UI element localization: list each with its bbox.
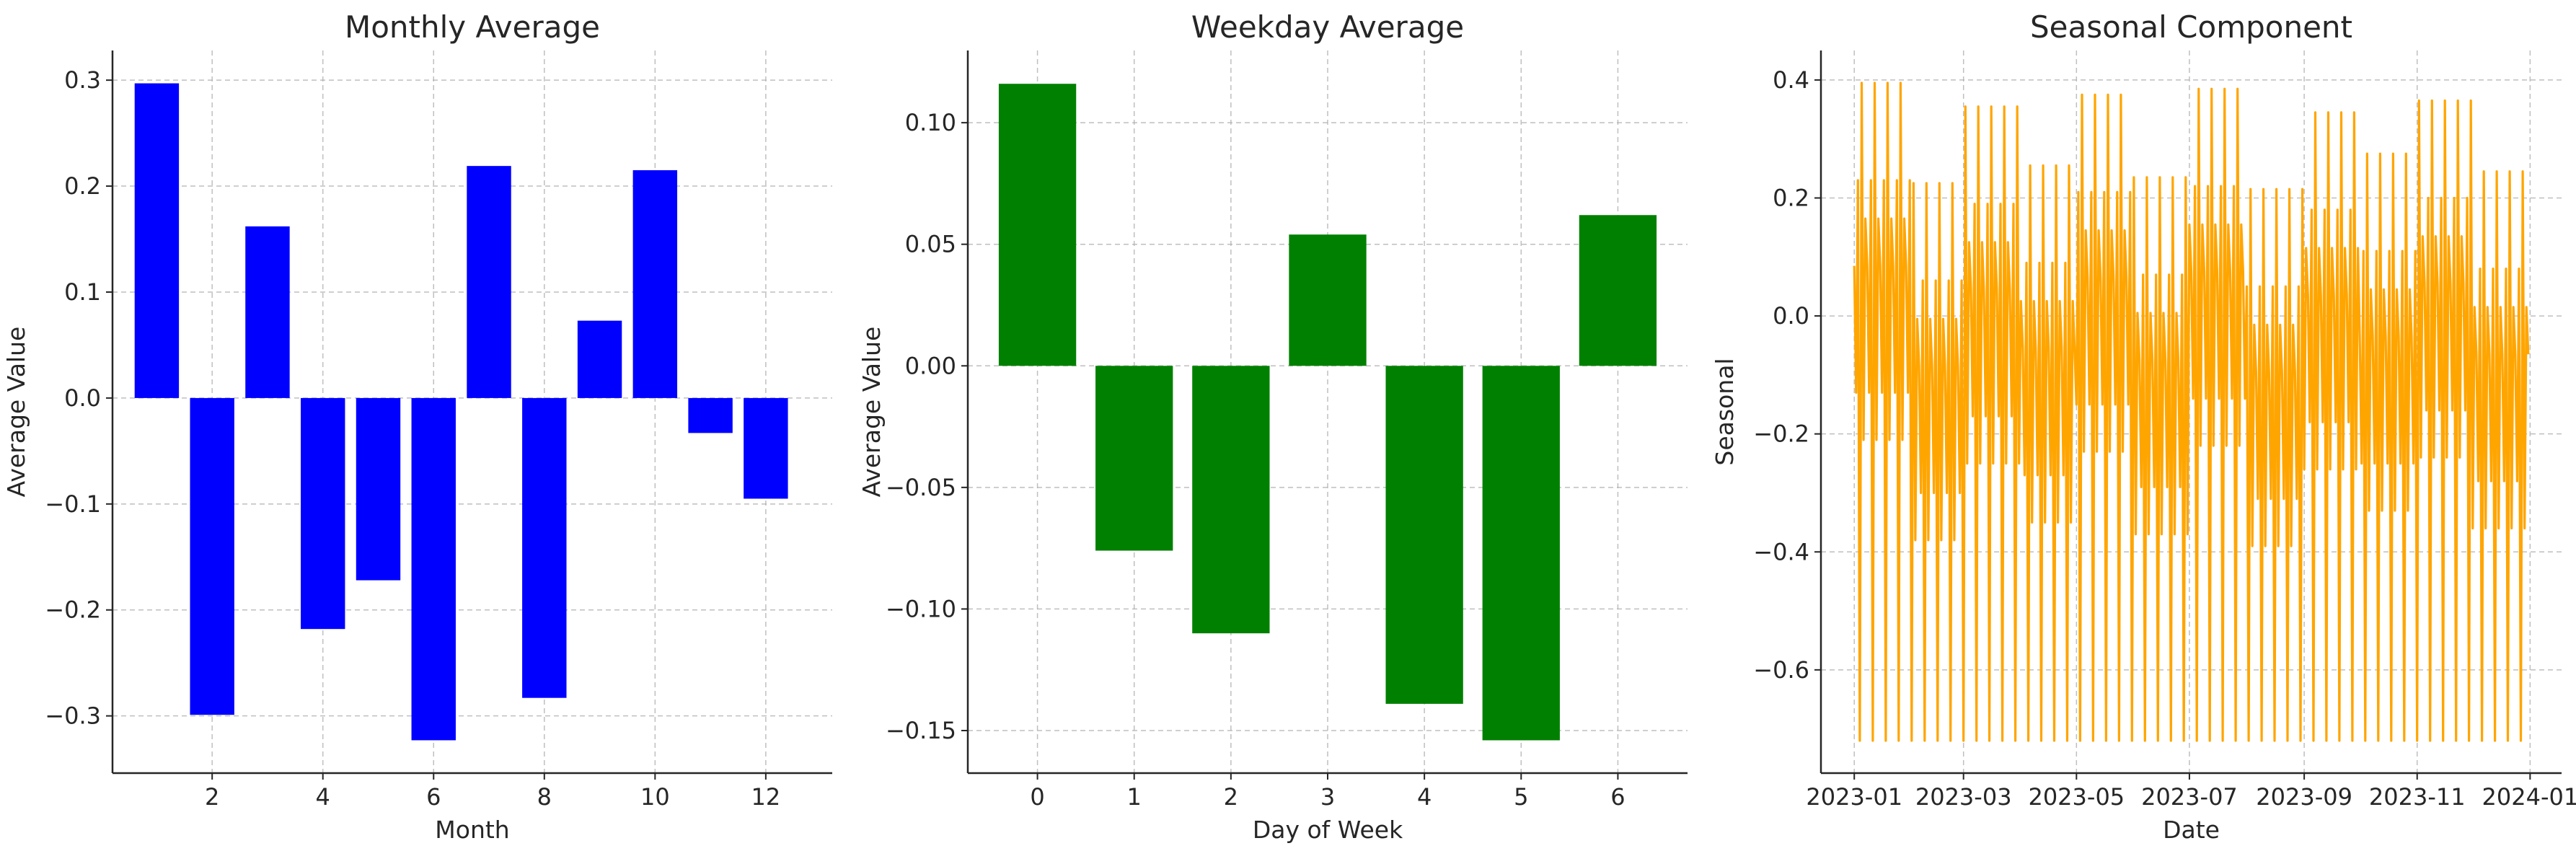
x-tick-label: 4 xyxy=(1417,783,1432,811)
x-tick-label: 3 xyxy=(1320,783,1335,811)
y-tick-label: −0.3 xyxy=(45,702,101,730)
y-tick-label: 0.10 xyxy=(905,109,956,136)
x-tick-label: 2 xyxy=(205,783,219,811)
x-tick-label: 2023-05 xyxy=(2028,783,2125,811)
bar xyxy=(522,397,567,698)
y-axis-label: Average Value xyxy=(2,327,30,498)
bar xyxy=(577,320,622,398)
x-tick-label: 2 xyxy=(1224,783,1238,811)
x-tick-label: 2023-01 xyxy=(1806,783,1902,811)
bar xyxy=(1095,366,1173,551)
weekday-average-panel: 0.10 0.05 0.00 −0.05 −0.10 −0.15 0 1 2 3 4 5 6 Weekda… xyxy=(857,9,1688,844)
bar xyxy=(245,226,290,398)
x-axis-label: Date xyxy=(2163,816,2220,844)
x-axis-label: Day of Week xyxy=(1253,816,1403,844)
y-tick-label: 0.1 xyxy=(64,278,101,306)
x-tick-label: 10 xyxy=(640,783,670,811)
x-axis-label: Month xyxy=(435,816,509,844)
x-tick-label: 6 xyxy=(426,783,441,811)
bar xyxy=(998,84,1077,366)
bar xyxy=(744,397,788,499)
y-tick-label: −0.1 xyxy=(45,490,101,518)
x-tick-label: 6 xyxy=(1610,783,1625,811)
x-tick-label: 8 xyxy=(537,783,552,811)
bar xyxy=(356,397,401,581)
y-tick-label: −0.15 xyxy=(886,717,956,744)
y-tick-label: −0.05 xyxy=(886,474,956,501)
y-tick-label: −0.6 xyxy=(1753,656,1809,684)
bar xyxy=(1289,234,1367,366)
y-tick-label: 0.00 xyxy=(905,352,956,379)
bar xyxy=(411,397,456,741)
chart-title: Weekday Average xyxy=(1191,9,1464,45)
y-tick-label: −0.2 xyxy=(45,596,101,624)
y-tick-label: 0.05 xyxy=(905,231,956,258)
x-tick-label: 5 xyxy=(1514,783,1528,811)
bar xyxy=(1385,366,1463,704)
x-tick-label: 1 xyxy=(1127,783,1142,811)
y-tick-label: 0.2 xyxy=(64,172,101,200)
y-tick-label: 0.4 xyxy=(1773,66,1809,94)
x-tick-label: 2023-11 xyxy=(2369,783,2466,811)
y-tick-label: −0.4 xyxy=(1753,538,1809,565)
monthly-average-panel: 0.3 0.2 0.1 0.0 −0.1 −0.2 −0.3 2 4 6 8 10 12 Monthly … xyxy=(2,9,832,844)
x-tick-label: 12 xyxy=(751,783,781,811)
seasonal-series-line xyxy=(1853,81,2530,742)
y-tick-label: 0.0 xyxy=(1773,302,1809,330)
bar xyxy=(1482,366,1560,741)
bar xyxy=(1192,366,1270,634)
x-tick-label: 2023-03 xyxy=(1915,783,2012,811)
seasonal-component-panel: 0.4 0.2 0.0 −0.2 −0.4 −0.6 2023-01 2023-03 2023-… xyxy=(1711,9,2576,844)
bar xyxy=(190,397,234,715)
bar xyxy=(467,166,511,398)
bar xyxy=(688,397,733,433)
y-axis-label: Average Value xyxy=(857,327,886,498)
chart-title: Seasonal Component xyxy=(2030,9,2352,45)
bar xyxy=(134,83,180,398)
y-axis-label: Seasonal xyxy=(1711,358,1739,465)
y-tick-label: −0.2 xyxy=(1753,420,1809,448)
y-tick-label: 0.0 xyxy=(64,384,101,412)
chart-title: Monthly Average xyxy=(345,9,600,45)
y-tick-label: 0.3 xyxy=(64,66,101,94)
y-tick-label: 0.2 xyxy=(1773,184,1809,211)
x-tick-label: 2024-01 xyxy=(2482,783,2576,811)
x-tick-label: 4 xyxy=(316,783,330,811)
x-tick-label: 2023-07 xyxy=(2141,783,2238,811)
x-tick-label: 0 xyxy=(1030,783,1044,811)
bar xyxy=(632,170,678,398)
x-tick-label: 2023-09 xyxy=(2256,783,2352,811)
y-tick-label: −0.10 xyxy=(886,595,956,622)
bar xyxy=(301,397,345,630)
bar xyxy=(1579,215,1657,366)
